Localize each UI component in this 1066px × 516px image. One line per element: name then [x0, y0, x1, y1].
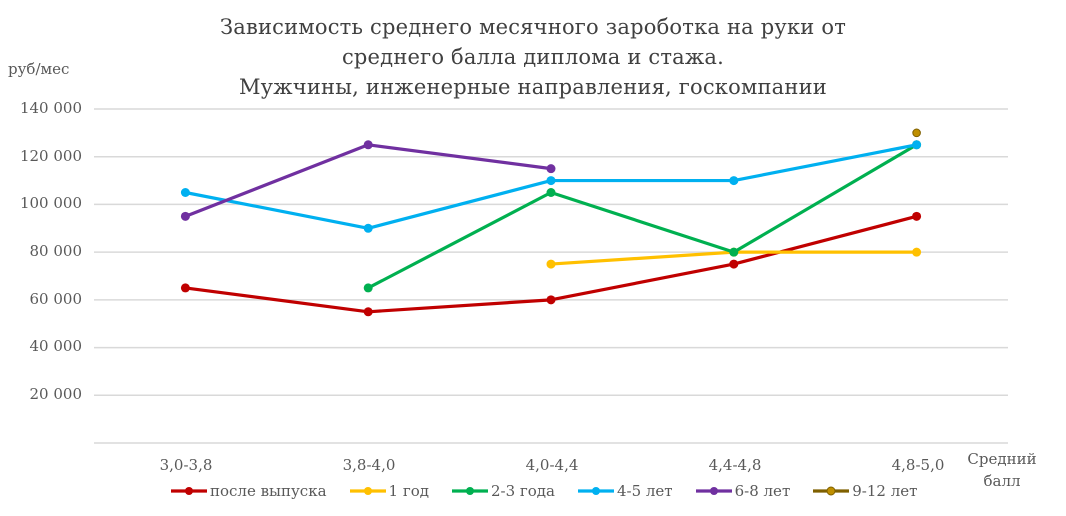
legend-item-1-year[interactable]: 1 год [349, 482, 429, 500]
series-2[interactable] [363, 140, 922, 293]
chart-title: Зависимость среднего месячного зароботка… [0, 12, 1066, 102]
series-4[interactable] [180, 140, 556, 221]
data-point[interactable] [912, 128, 921, 138]
x-tick-label: 4,0-4,4 [525, 456, 579, 474]
legend-marker-icon [349, 485, 387, 497]
y-tick-label: 80 000 [29, 242, 83, 260]
y-tick-label: 40 000 [29, 337, 83, 355]
data-point[interactable] [912, 247, 922, 257]
legend-marker-icon [695, 485, 733, 497]
series-line [367, 143, 918, 290]
series-3[interactable] [180, 140, 922, 233]
legend-marker-icon [451, 485, 489, 497]
data-point[interactable] [180, 188, 190, 197]
legend: после выпуска 1 год 2-3 года 4-5 лет 6-8… [170, 482, 917, 500]
data-point[interactable] [729, 176, 739, 186]
data-point[interactable] [729, 259, 739, 269]
y-tick-label: 60 000 [29, 290, 83, 308]
data-point[interactable] [729, 247, 739, 257]
gridlines [94, 108, 1008, 444]
data-point[interactable] [180, 211, 190, 221]
chart-title-line-3: Мужчины, инженерные направления, госкомп… [238, 75, 827, 99]
legend-marker-icon [812, 485, 850, 497]
data-point[interactable] [363, 223, 373, 233]
x-tick-label: 3,0-3,8 [159, 456, 213, 474]
legend-item-4-5-years[interactable]: 4-5 лет [577, 482, 673, 500]
data-point[interactable] [546, 164, 556, 174]
series-0[interactable] [180, 211, 922, 317]
y-axis-label: руб/мес [8, 60, 70, 78]
legend-marker-icon [577, 485, 615, 497]
legend-item-2-3-years[interactable]: 2-3 года [451, 482, 555, 500]
data-point[interactable] [363, 140, 373, 150]
y-tick-label: 120 000 [19, 147, 82, 165]
x-tick-label: 4,4-4,8 [708, 456, 762, 474]
data-point[interactable] [363, 283, 373, 293]
data-point[interactable] [180, 283, 190, 293]
data-point[interactable] [546, 259, 556, 269]
x-tick-label: 3,8-4,0 [342, 456, 396, 474]
data-point[interactable] [912, 140, 922, 150]
series-5[interactable] [912, 128, 921, 138]
y-tick-label: 140 000 [19, 99, 82, 117]
y-tick-label: 20 000 [29, 385, 83, 403]
data-point[interactable] [912, 211, 922, 221]
series-line [184, 143, 552, 218]
chart-title-line-2: среднего балла диплома и стажа. [341, 45, 725, 69]
legend-item-after-graduation[interactable]: после выпуска [170, 482, 327, 500]
data-point[interactable] [363, 307, 373, 317]
data-point[interactable] [546, 176, 556, 186]
data-point[interactable] [546, 295, 556, 305]
legend-marker-icon [170, 485, 208, 497]
x-axis-label: Средний балл [967, 450, 1037, 490]
data-point[interactable] [546, 188, 556, 197]
chart-title-line-1: Зависимость среднего месячного зароботка… [219, 15, 847, 39]
x-tick-label: 4,8-5,0 [891, 456, 945, 474]
series-lines [180, 128, 922, 317]
y-tick-label: 100 000 [19, 194, 82, 212]
legend-item-9-12-years[interactable]: 9-12 лет [812, 482, 917, 500]
legend-item-6-8-years[interactable]: 6-8 лет [695, 482, 790, 500]
